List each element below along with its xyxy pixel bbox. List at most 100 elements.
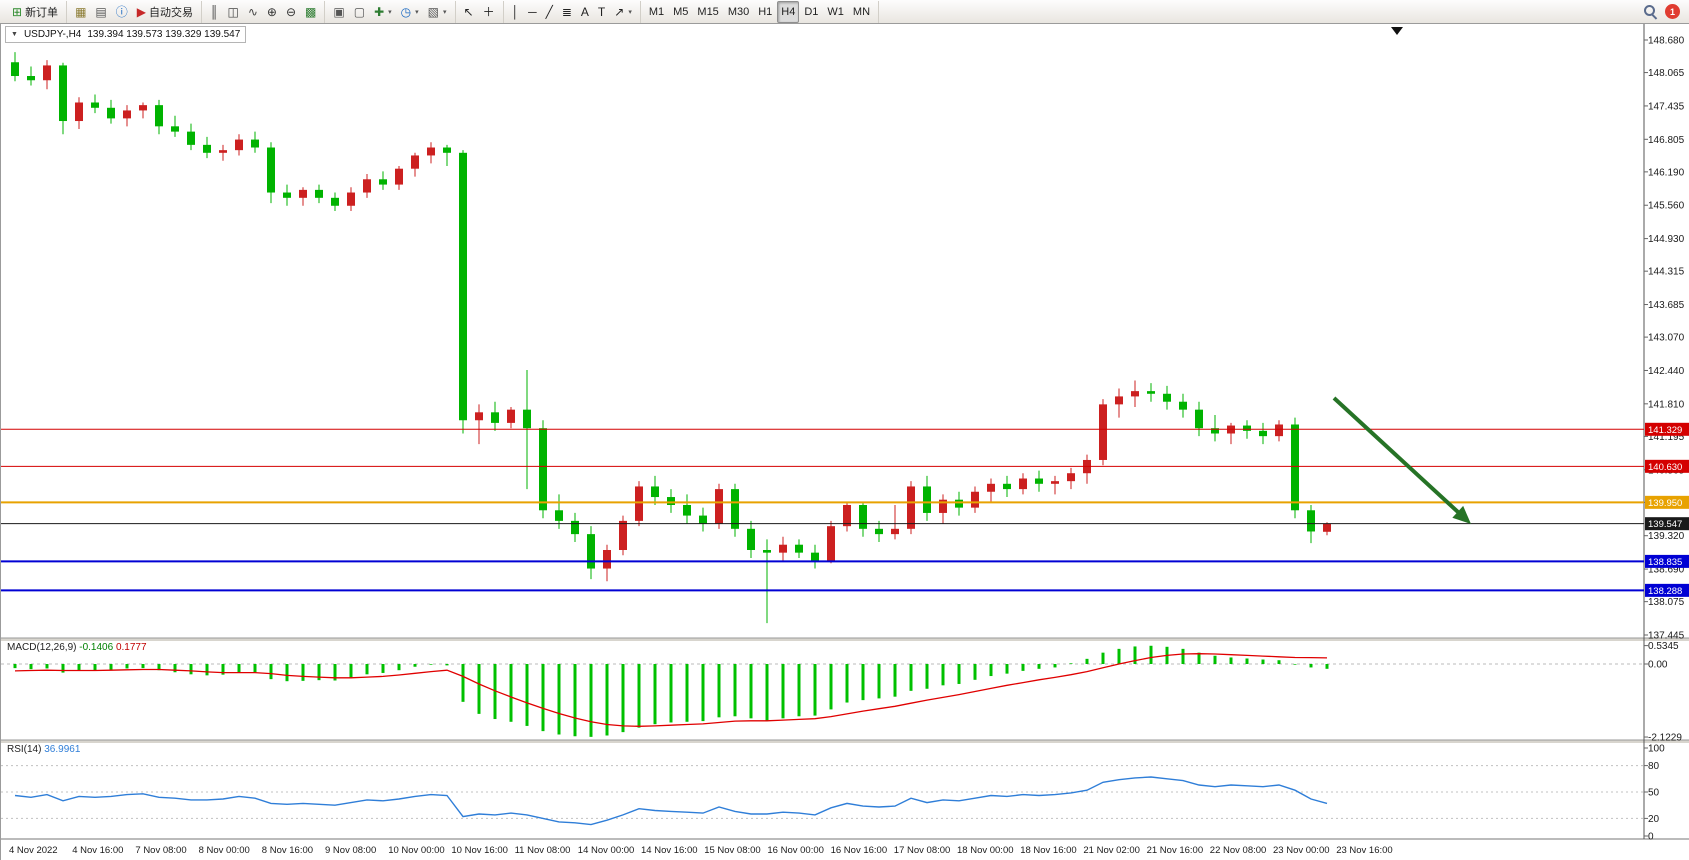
candle [91,102,99,108]
profiles-icon: ▤ [95,4,107,19]
dropdown-caret-icon: ▾ [415,8,419,16]
new-chart-button[interactable]: ✚ ▾ [370,1,396,23]
candle [43,65,51,81]
zoom-in-button[interactable]: ⊕ [263,1,281,23]
candle [539,428,547,511]
tf-h1-button[interactable]: H1 [754,1,776,23]
price-axis-label: 146.190 [1648,167,1685,178]
candle [251,139,259,148]
chart-window-button[interactable]: ▦ [71,1,90,23]
panel-divider[interactable] [1,740,1689,743]
candle [1003,483,1011,490]
tf-h4-button[interactable]: H4 [777,0,800,23]
dropdown-caret-icon: ▾ [443,8,447,16]
tf-m30-button[interactable]: M30 [724,1,753,23]
tf-m1-button[interactable]: M1 [645,1,668,23]
arrange-windows-button[interactable]: ▣ [329,1,348,23]
candle [955,499,963,508]
candle [651,486,659,498]
price-tag-text: 141.329 [1648,425,1682,436]
time-axis-label: 4 Nov 16:00 [72,845,123,856]
trendline-button[interactable]: ╱ [542,1,557,23]
search-handle-icon [1651,14,1658,20]
candle [1067,473,1075,482]
tf-m15-button[interactable]: M15 [693,1,722,23]
candle [1035,478,1043,484]
candle [411,155,419,169]
time-axis-label: 15 Nov 08:00 [704,845,761,856]
cursor-button[interactable]: ↖ [460,1,478,23]
crosshair-button[interactable]: ＋ [479,1,499,23]
line-chart-button[interactable]: ∿ [244,1,262,23]
cascade-windows-button[interactable]: ▢ [350,1,369,23]
candle [939,499,947,513]
price-axis-label: 138.690 [1648,565,1685,576]
bars-chart-button[interactable]: ║ [206,1,223,23]
toolbar: ⊞ 新订单 ▦ ▤ ⓘ ▶ 自动交易 ║ ◫ ∿ ⊕ ⊖ ▩ ▣ ▢ ✚ ▾ ◷ ▾ ▧ ▾ ↖ ＋ │ ─ ╱ ≣ A T ↗ ▾ M1 M5… [0,0,1689,24]
autotrading-button[interactable]: ▶ 自动交易 [133,1,197,23]
price-axis-label: 145.560 [1648,201,1685,212]
price-tag-box [1645,495,1689,509]
candle [987,483,995,492]
data-window-button[interactable]: ⓘ [112,1,132,23]
price-tag-text: 138.835 [1648,557,1682,568]
search-icon[interactable] [1643,4,1658,20]
tf-m5-button[interactable]: M5 [669,1,692,23]
rsi-axis-label: 50 [1648,788,1660,799]
trend-arrow-head[interactable] [1452,505,1471,524]
templates-button[interactable]: ▧ ▾ [424,1,451,23]
tf-h4-button-label: H4 [781,5,796,18]
time-axis-label: 4 Nov 2022 [9,845,58,856]
rsi-name: RSI(14) [7,744,42,755]
new-order-button[interactable]: ⊞ 新订单 [8,1,62,23]
chart-window: 148.680 148.065 147.435 146.805 146.190 145.5… [0,24,1689,860]
notification-badge[interactable]: 1 [1665,4,1680,19]
fibonacci-button[interactable]: ≣ [558,1,576,23]
candle [363,179,371,193]
horizontal-line-button[interactable]: ─ [524,1,541,23]
rsi-value: 36.9961 [44,744,81,755]
price-axis-label: 143.070 [1648,333,1685,344]
candle [875,528,883,535]
candle [1179,401,1187,410]
candle [683,504,691,516]
zoom-out-button[interactable]: ⊖ [282,1,300,23]
price-tag-box [1645,459,1689,473]
candle [811,552,819,561]
arrow-object-icon: ↗ [614,4,625,19]
toolbar-group: ║ ◫ ∿ ⊕ ⊖ ▩ [202,0,326,23]
chart-shift-marker[interactable] [1391,27,1403,35]
macd-signal-value: 0.1777 [115,642,147,653]
rsi-axis-label: 100 [1648,744,1665,755]
toolbar-group: │ ─ ╱ ≣ A T ↗ ▾ [504,0,641,23]
profiles-button[interactable]: ▤ [91,1,110,23]
macd-label: MACD(12,26,9) -0.1406 0.1777 [7,642,147,653]
vertical-line-button[interactable]: │ [508,1,524,23]
time-axis-label: 10 Nov 00:00 [388,845,445,856]
candlestick-chart-button[interactable]: ◫ [224,1,243,23]
tf-mn-button[interactable]: MN [849,1,874,23]
text-label-icon: T [597,4,606,19]
macd-axis-label: -2.1229 [1648,733,1682,744]
time-axis-label: 14 Nov 16:00 [641,845,698,856]
tf-w1-button[interactable]: W1 [823,1,848,23]
chart-window-icon: ▦ [75,4,87,19]
chart-ohlc-values: 139.394 139.573 139.329 139.547 [87,29,241,40]
price-tag-text: 140.630 [1648,462,1682,473]
candle [667,497,675,505]
dropdown-caret-icon: ▾ [388,8,392,16]
text-label-button[interactable]: T [594,1,609,23]
periods-button[interactable]: ◷ ▾ [397,1,423,23]
trend-arrow-line[interactable] [1332,396,1463,516]
candle [1051,481,1059,484]
collapse-panel-icon[interactable]: ▼ [11,31,18,38]
candle [1275,424,1283,437]
templates-icon: ▧ [427,4,439,19]
arrows-button[interactable]: ↗ ▾ [610,1,636,23]
tile-windows-button[interactable]: ▩ [301,1,320,23]
panel-divider[interactable] [1,638,1689,641]
tf-d1-button[interactable]: D1 [800,1,822,23]
text-button[interactable]: A [577,1,593,23]
price-tag-138.288: 138.288 [1645,583,1689,597]
